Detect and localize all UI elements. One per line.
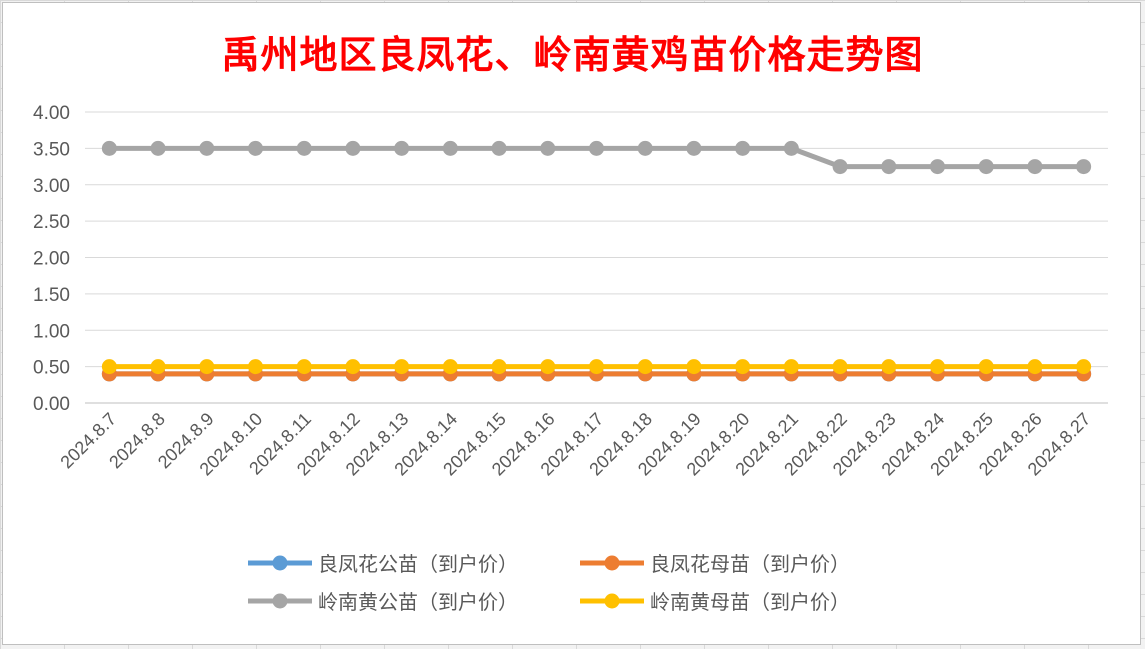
legend-marker — [604, 555, 620, 571]
data-point — [930, 359, 945, 375]
data-point — [101, 140, 117, 156]
series-3 — [101, 140, 1092, 175]
legend-item: 岭南黄公苗（到户价） — [248, 590, 518, 614]
data-point — [832, 159, 848, 175]
data-point — [248, 140, 263, 156]
legend-item: 良凤花母苗（到户价） — [580, 552, 850, 576]
legend-item: 良凤花公苗（到户价） — [248, 552, 518, 576]
data-point — [1027, 359, 1043, 375]
legend-label: 良凤花母苗（到户价） — [650, 552, 850, 576]
data-point — [686, 140, 702, 156]
y-tick-label: 1.00 — [33, 321, 70, 342]
y-tick-label: 3.50 — [33, 139, 70, 160]
y-tick-label: 2.00 — [33, 249, 70, 270]
y-tick-label: 4.00 — [33, 103, 70, 124]
data-point — [783, 140, 799, 156]
data-point — [442, 140, 458, 156]
legend-marker — [272, 555, 288, 571]
series-4 — [101, 359, 1092, 375]
chart-title: 禹州地区良凤花、岭南黄鸡苗价格走势图 — [221, 32, 924, 77]
legend-label: 岭南黄母苗（到户价） — [650, 590, 850, 614]
data-point — [783, 359, 799, 375]
data-point — [881, 159, 897, 175]
data-point — [1027, 159, 1043, 175]
data-point — [686, 359, 702, 375]
data-point — [394, 140, 410, 156]
y-tick-label: 2.50 — [33, 212, 70, 233]
data-point — [637, 140, 653, 156]
data-point — [540, 140, 556, 156]
legend-marker — [272, 593, 288, 609]
legend: 良凤花公苗（到户价） 良凤花母苗（到户价） 岭南黄公苗（到户价） 岭南黄母苗（到户价） — [248, 552, 850, 614]
data-point — [296, 359, 312, 375]
legend-label: 良凤花公苗（到户价） — [318, 552, 518, 576]
data-point — [150, 359, 166, 375]
data-point — [394, 359, 410, 375]
data-point — [491, 140, 507, 156]
data-point — [296, 140, 312, 156]
data-point — [589, 140, 604, 156]
data-point — [442, 359, 458, 375]
data-point — [248, 359, 263, 375]
data-point — [735, 359, 751, 375]
y-tick-label: 3.00 — [33, 176, 70, 197]
data-point — [978, 359, 994, 375]
y-tick-label: 0.00 — [33, 394, 70, 415]
data-point — [199, 359, 215, 375]
data-point — [1076, 159, 1092, 175]
data-point — [881, 359, 897, 375]
legend-marker — [604, 593, 620, 609]
legend-label: 岭南黄公苗（到户价） — [318, 590, 518, 614]
data-point — [1076, 359, 1092, 375]
data-point — [150, 140, 166, 156]
data-point — [637, 359, 653, 375]
data-point — [491, 359, 507, 375]
data-point — [978, 159, 994, 175]
data-point — [930, 159, 945, 175]
x-axis-ticks: 2024.8.72024.8.82024.8.92024.8.102024.8.… — [56, 409, 1094, 480]
data-point — [345, 140, 361, 156]
data-point — [589, 359, 604, 375]
legend-item: 岭南黄母苗（到户价） — [580, 590, 850, 614]
data-point — [101, 359, 117, 375]
data-point — [832, 359, 848, 375]
data-point — [199, 140, 215, 156]
y-tick-label: 0.50 — [33, 358, 70, 379]
y-axis-ticks: 0.00 0.50 1.00 1.50 2.00 2.50 3.00 3.50 4.00 — [33, 103, 70, 415]
data-point — [735, 140, 751, 156]
y-tick-label: 1.50 — [33, 285, 70, 306]
series-group — [101, 140, 1092, 382]
data-point — [345, 359, 361, 375]
data-point — [540, 359, 556, 375]
